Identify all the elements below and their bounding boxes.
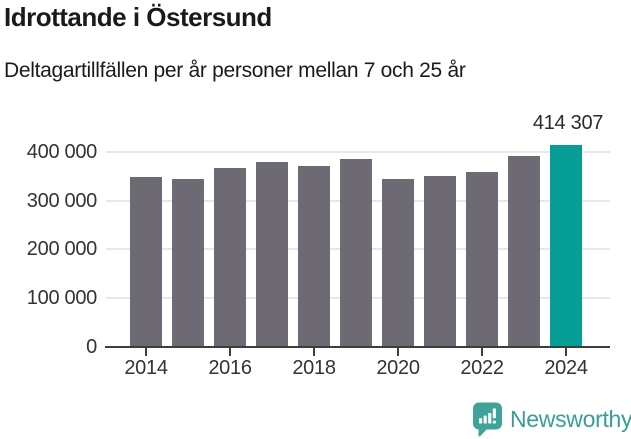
bar-2020 (382, 179, 414, 347)
x-tick-2018 (313, 347, 315, 356)
x-axis-label-2016: 2016 (208, 357, 252, 379)
bar-chart-speech-bubble-icon (473, 402, 502, 437)
bar-2018 (298, 166, 330, 347)
x-axis-label-2018: 2018 (292, 357, 336, 379)
chart-subtitle: Deltagartillfällen per år personer mella… (4, 59, 466, 82)
bar-2017 (256, 162, 288, 347)
bar-2019 (340, 159, 372, 347)
bar-2023 (508, 156, 540, 347)
bar-2021 (424, 176, 456, 347)
chart-title: Idrottande i Östersund (4, 2, 272, 32)
x-axis-label-2024: 2024 (544, 357, 588, 379)
y-axis-label: 100 000 (26, 286, 98, 309)
bar-value-label: 414 307 (532, 112, 604, 134)
y-axis-label: 300 000 (26, 189, 98, 212)
bar-2014 (130, 176, 162, 347)
x-tick-2014 (145, 347, 147, 356)
bar-2015 (172, 179, 204, 347)
x-axis-label-2014: 2014 (124, 357, 168, 379)
y-axis-label: 0 (86, 335, 97, 358)
y-axis-label: 400 000 (26, 141, 98, 164)
bar-2016 (214, 167, 246, 347)
bar-2022 (466, 171, 498, 347)
x-tick-2024 (565, 347, 567, 356)
x-tick-2020 (397, 347, 399, 356)
x-tick-2022 (481, 347, 483, 356)
gridline-400000 (106, 151, 610, 154)
x-axis-label-2020: 2020 (376, 357, 420, 379)
bar-2024 (550, 145, 582, 347)
y-axis-label: 200 000 (26, 238, 98, 261)
x-axis-label-2022: 2022 (460, 357, 504, 379)
x-axis-line (105, 345, 610, 348)
newsworthy-logo-text: Newsworthy (510, 406, 631, 432)
x-tick-2016 (229, 347, 231, 356)
newsworthy-logo: Newsworthy (472, 402, 631, 437)
